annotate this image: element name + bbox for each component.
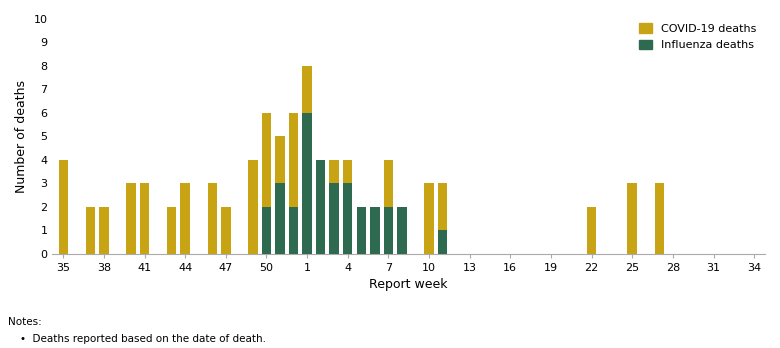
Bar <box>384 207 393 254</box>
Bar <box>58 160 68 254</box>
Text: Notes:: Notes: <box>8 317 41 327</box>
Bar <box>303 113 312 254</box>
Bar <box>275 183 285 254</box>
Bar <box>587 207 597 254</box>
Bar <box>99 207 108 254</box>
Bar <box>86 207 95 254</box>
Bar <box>654 183 664 254</box>
Bar <box>329 183 339 254</box>
X-axis label: Report week: Report week <box>370 278 448 291</box>
Bar <box>140 183 149 254</box>
Bar <box>370 207 380 254</box>
Bar <box>289 207 298 254</box>
Bar <box>356 207 366 254</box>
Text: •  Deaths reported based on the date of death.: • Deaths reported based on the date of d… <box>20 334 265 344</box>
Bar <box>343 183 353 254</box>
Bar <box>262 113 271 254</box>
Bar <box>167 207 176 254</box>
Y-axis label: Number of deaths: Number of deaths <box>15 80 28 193</box>
Bar <box>275 136 285 254</box>
Bar <box>207 183 217 254</box>
Bar <box>289 113 298 254</box>
Bar <box>370 207 380 254</box>
Bar <box>126 183 136 254</box>
Bar <box>248 160 257 254</box>
Bar <box>303 66 312 254</box>
Bar <box>424 183 434 254</box>
Bar <box>316 160 325 254</box>
Legend: COVID-19 deaths, Influenza deaths: COVID-19 deaths, Influenza deaths <box>635 20 760 54</box>
Bar <box>329 160 339 254</box>
Bar <box>356 207 366 254</box>
Bar <box>316 183 325 254</box>
Bar <box>221 207 231 254</box>
Bar <box>180 183 190 254</box>
Bar <box>262 207 271 254</box>
Bar <box>627 183 637 254</box>
Bar <box>397 207 406 254</box>
Bar <box>397 207 406 254</box>
Bar <box>384 160 393 254</box>
Bar <box>438 230 447 254</box>
Bar <box>343 160 353 254</box>
Bar <box>438 183 447 254</box>
